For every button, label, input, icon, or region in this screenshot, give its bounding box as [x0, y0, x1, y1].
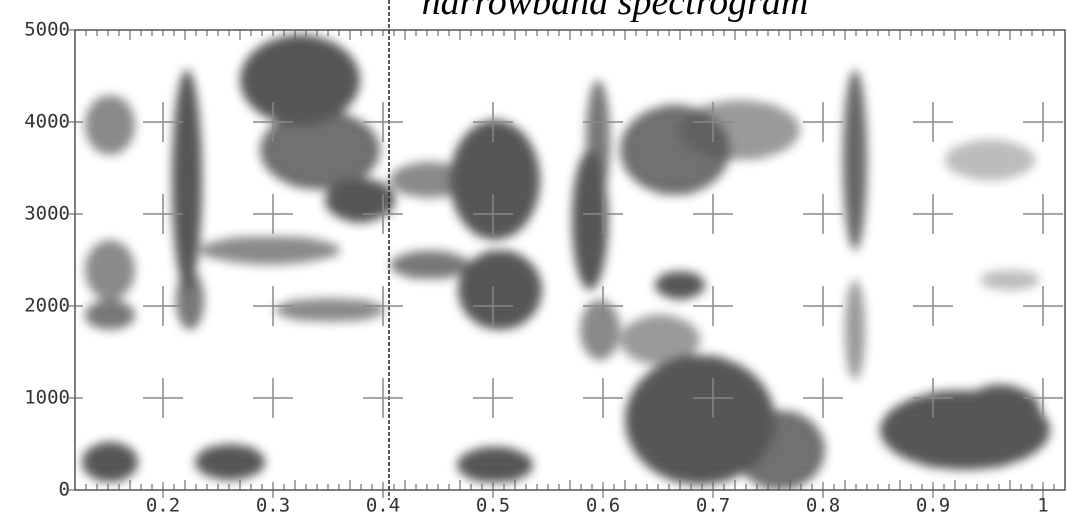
- spectrogram-image: [82, 35, 1050, 490]
- y-tick-label: 2000: [24, 295, 70, 317]
- y-tick-label: 3000: [24, 203, 70, 225]
- x-tick-label: 0.5: [476, 495, 510, 517]
- x-tick-label: 0.7: [696, 495, 730, 517]
- x-tick-label: 0.2: [146, 495, 180, 517]
- x-tick-label: 0.6: [586, 495, 620, 517]
- y-tick-label: 5000: [24, 19, 70, 41]
- x-tick-label: 0.8: [806, 495, 840, 517]
- y-tick-label: 0: [59, 479, 70, 501]
- x-tick-label: 0.3: [256, 495, 290, 517]
- x-tick-label: 0.4: [366, 495, 400, 517]
- x-tick-label: 1: [1037, 495, 1048, 517]
- chart-title: narrowband spectrogram: [422, 0, 809, 23]
- x-tick-label: 0.9: [916, 495, 950, 517]
- y-tick-label: 4000: [24, 111, 70, 133]
- y-tick-label: 1000: [24, 387, 70, 409]
